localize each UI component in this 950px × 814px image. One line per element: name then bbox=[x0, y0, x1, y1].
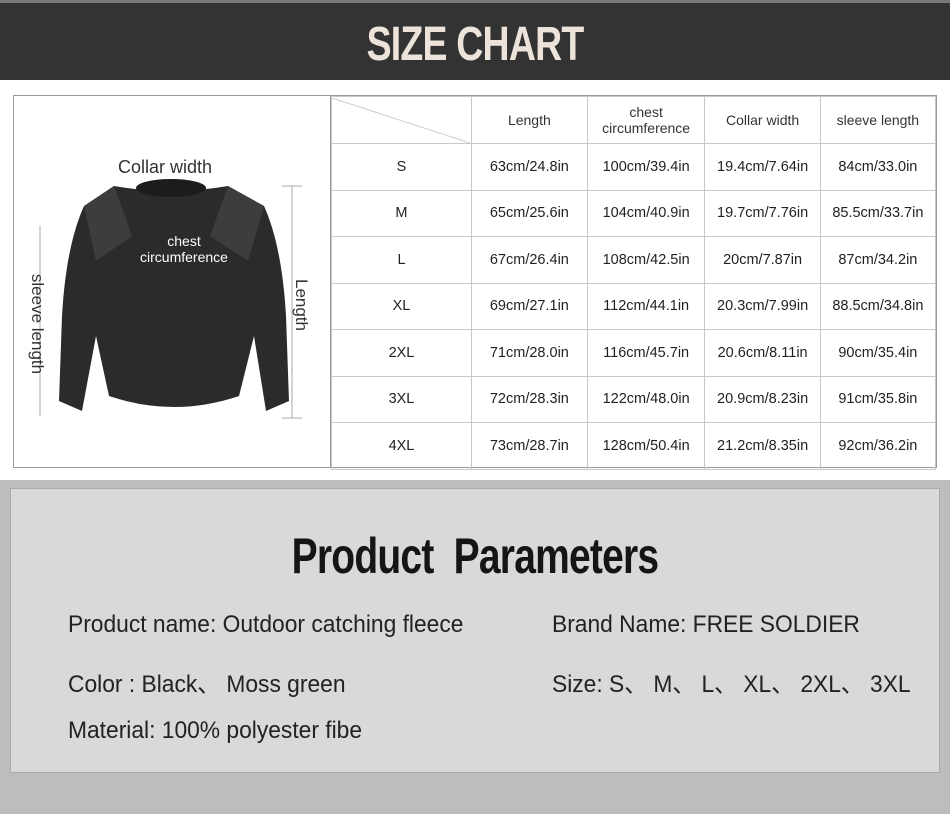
col-sleeve: sleeve length bbox=[819, 96, 937, 144]
table-row: L 67cm/26.4in 108cm/42.5in 20cm/7.87in 87cm/… bbox=[331, 236, 937, 284]
material: Material: 100% polyester fibe bbox=[68, 717, 363, 744]
value-cell: 20.3cm/7.99in bbox=[704, 282, 821, 330]
value-cell: 88.5cm/34.8in bbox=[819, 282, 937, 330]
col-chest: chest circumference bbox=[586, 96, 706, 144]
product-parameters-section: Product Parameters Product name: Outdoor… bbox=[0, 480, 950, 814]
value-cell: 65cm/25.6in bbox=[470, 189, 588, 237]
parameters-panel: Product Parameters Product name: Outdoor… bbox=[10, 488, 940, 773]
table-row: 3XL 72cm/28.3in 122cm/48.0in 20.9cm/8.23in 9… bbox=[331, 375, 937, 423]
value-cell: 20cm/7.87in bbox=[704, 236, 821, 284]
value-cell: 92cm/36.2in bbox=[819, 422, 937, 470]
size-cell: L bbox=[331, 236, 472, 284]
product-name: Product name: Outdoor catching fleece bbox=[68, 611, 464, 638]
col-collar: Collar width bbox=[704, 96, 821, 144]
col-length: Length bbox=[470, 96, 588, 144]
value-cell: 128cm/50.4in bbox=[586, 422, 706, 470]
value-cell: 90cm/35.4in bbox=[819, 329, 937, 377]
table-row: 2XL 71cm/28.0in 116cm/45.7in 20.6cm/8.11in 9… bbox=[331, 329, 937, 377]
parameters-title: Product Parameters bbox=[291, 528, 659, 584]
value-cell: 91cm/35.8in bbox=[819, 375, 937, 423]
size-chart-title: SIZE CHART bbox=[366, 18, 585, 71]
table-header-row: Length chest circumference Collar width … bbox=[331, 96, 937, 144]
size-cell: M bbox=[331, 189, 472, 237]
table-row: XL 69cm/27.1in 112cm/44.1in 20.3cm/7.99in 88… bbox=[331, 282, 937, 330]
value-cell: 67cm/26.4in bbox=[470, 236, 588, 284]
table-row: M 65cm/25.6in 104cm/40.9in 19.7cm/7.76in 85.… bbox=[331, 189, 937, 237]
sweater-diagram: Collar width chest circumference sleeve … bbox=[14, 96, 331, 467]
size-cell: 4XL bbox=[331, 422, 472, 470]
chest-label-line1: chest bbox=[167, 233, 201, 249]
value-cell: 69cm/27.1in bbox=[470, 282, 588, 330]
value-cell: 63cm/24.8in bbox=[470, 143, 588, 191]
sleeve-length-label: sleeve length bbox=[28, 273, 47, 375]
value-cell: 84cm/33.0in bbox=[819, 143, 937, 191]
table-row: S 63cm/24.8in 100cm/39.4in 19.4cm/7.64in 84c… bbox=[331, 143, 937, 191]
value-cell: 19.7cm/7.76in bbox=[704, 189, 821, 237]
sweater-image bbox=[39, 179, 302, 419]
collar-width-label: Collar width bbox=[118, 157, 213, 177]
size-cell: S bbox=[331, 143, 472, 191]
value-cell: 21.2cm/8.35in bbox=[704, 422, 821, 470]
size-cell: XL bbox=[331, 282, 472, 330]
corner-cell bbox=[331, 96, 472, 144]
chest-label-line2: circumference bbox=[140, 249, 228, 265]
length-label: Length bbox=[292, 279, 311, 331]
value-cell: 87cm/34.2in bbox=[819, 236, 937, 284]
size-list: Size: S、 M、 L、 XL、 2XL、 3XL bbox=[552, 671, 911, 698]
brand-name: Brand Name: FREE SOLDIER bbox=[552, 611, 860, 638]
value-cell: 19.4cm/7.64in bbox=[704, 143, 821, 191]
value-cell: 100cm/39.4in bbox=[586, 143, 706, 191]
value-cell: 20.6cm/8.11in bbox=[704, 329, 821, 377]
value-cell: 112cm/44.1in bbox=[586, 282, 706, 330]
value-cell: 104cm/40.9in bbox=[586, 189, 706, 237]
size-chart-header: SIZE CHART bbox=[0, 0, 950, 80]
value-cell: 20.9cm/8.23in bbox=[704, 375, 821, 423]
value-cell: 85.5cm/33.7in bbox=[819, 189, 937, 237]
value-cell: 72cm/28.3in bbox=[470, 375, 588, 423]
table-row: 4XL 73cm/28.7in 128cm/50.4in 21.2cm/8.35in 9… bbox=[331, 422, 937, 470]
value-cell: 108cm/42.5in bbox=[586, 236, 706, 284]
size-table: Length chest circumference Collar width … bbox=[331, 96, 937, 470]
color: Color : Black、 Moss green bbox=[68, 671, 346, 698]
value-cell: 122cm/48.0in bbox=[586, 375, 706, 423]
value-cell: 73cm/28.7in bbox=[470, 422, 588, 470]
value-cell: 116cm/45.7in bbox=[586, 329, 706, 377]
value-cell: 71cm/28.0in bbox=[470, 329, 588, 377]
size-chart-table: Collar width chest circumference sleeve … bbox=[13, 95, 937, 470]
size-cell: 3XL bbox=[331, 375, 472, 423]
size-cell: 2XL bbox=[331, 329, 472, 377]
chest-label: chest circumference bbox=[124, 233, 244, 265]
